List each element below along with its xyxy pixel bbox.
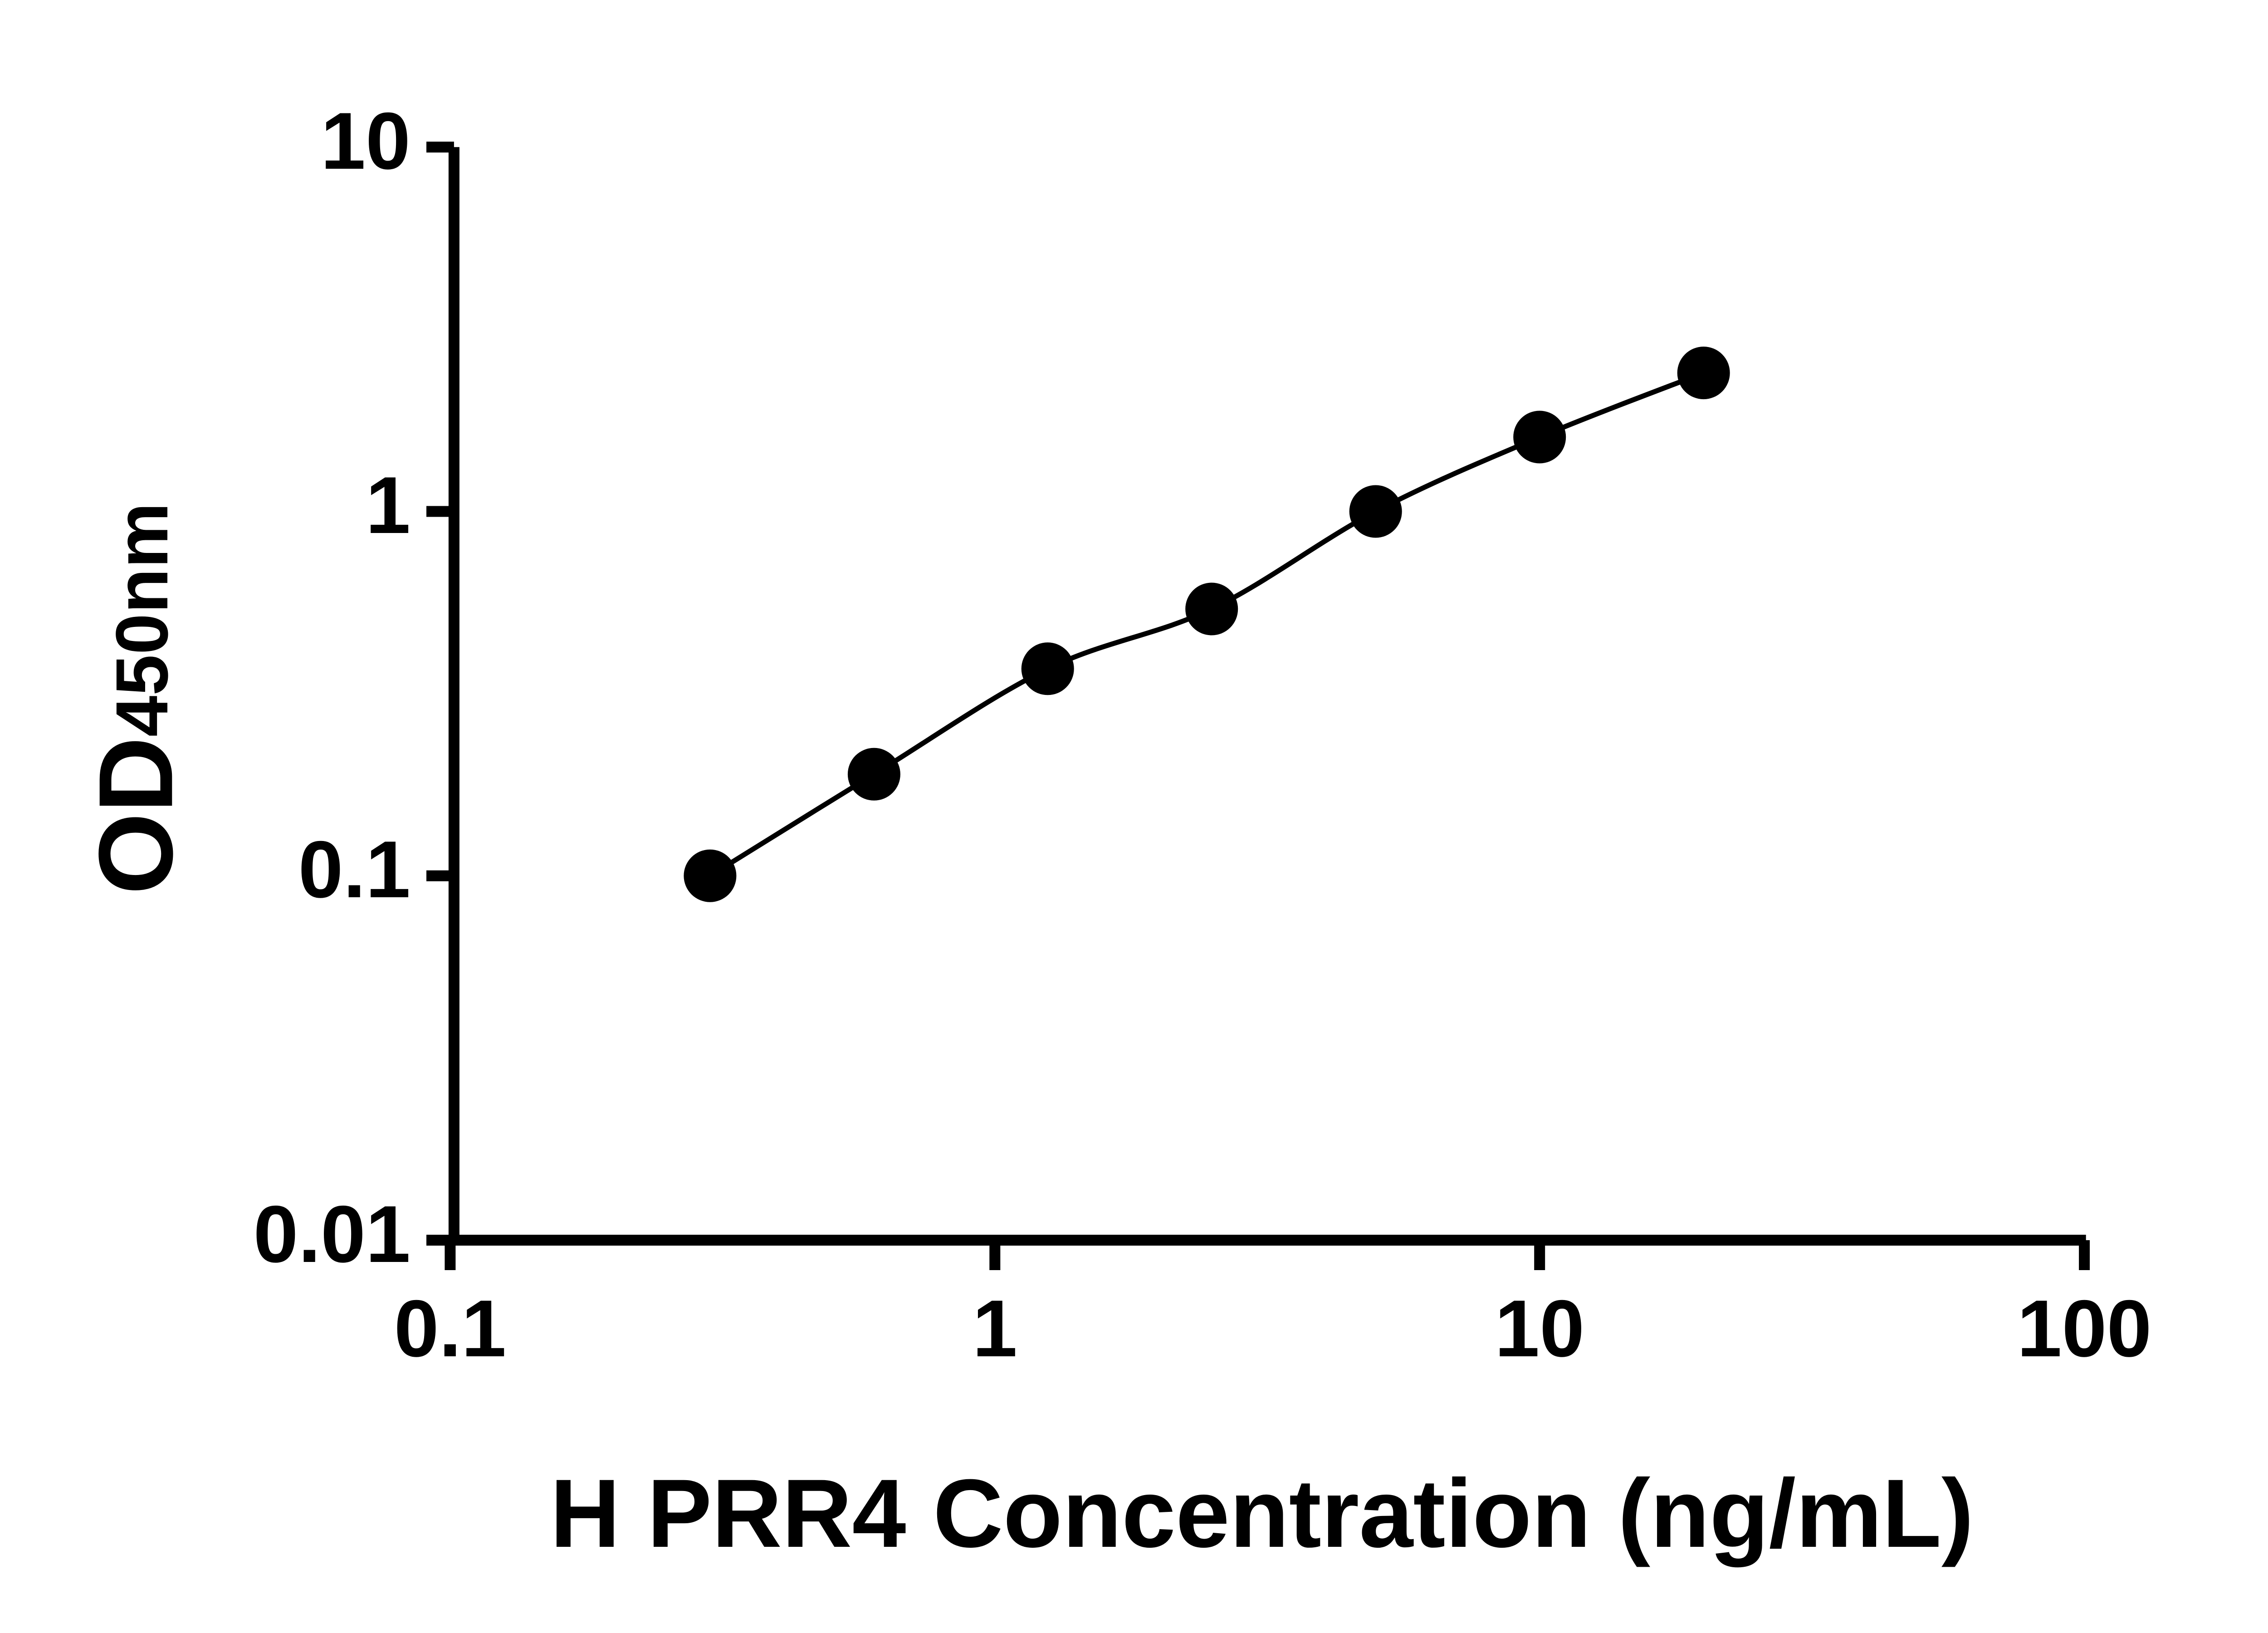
svg-text:OD450nm: OD450nm	[77, 503, 195, 895]
svg-text:H PRR4 Concentration (ng/mL): H PRR4 Concentration (ng/mL)	[550, 1459, 1974, 1568]
svg-text:10: 10	[1495, 1283, 1584, 1374]
svg-text:100: 100	[2017, 1283, 2152, 1374]
svg-text:10: 10	[321, 96, 411, 186]
svg-text:0.1: 0.1	[298, 824, 411, 914]
svg-text:0.1: 0.1	[394, 1283, 506, 1374]
svg-text:0.01: 0.01	[254, 1189, 411, 1279]
svg-text:1: 1	[366, 460, 411, 550]
svg-text:1: 1	[973, 1283, 1017, 1374]
